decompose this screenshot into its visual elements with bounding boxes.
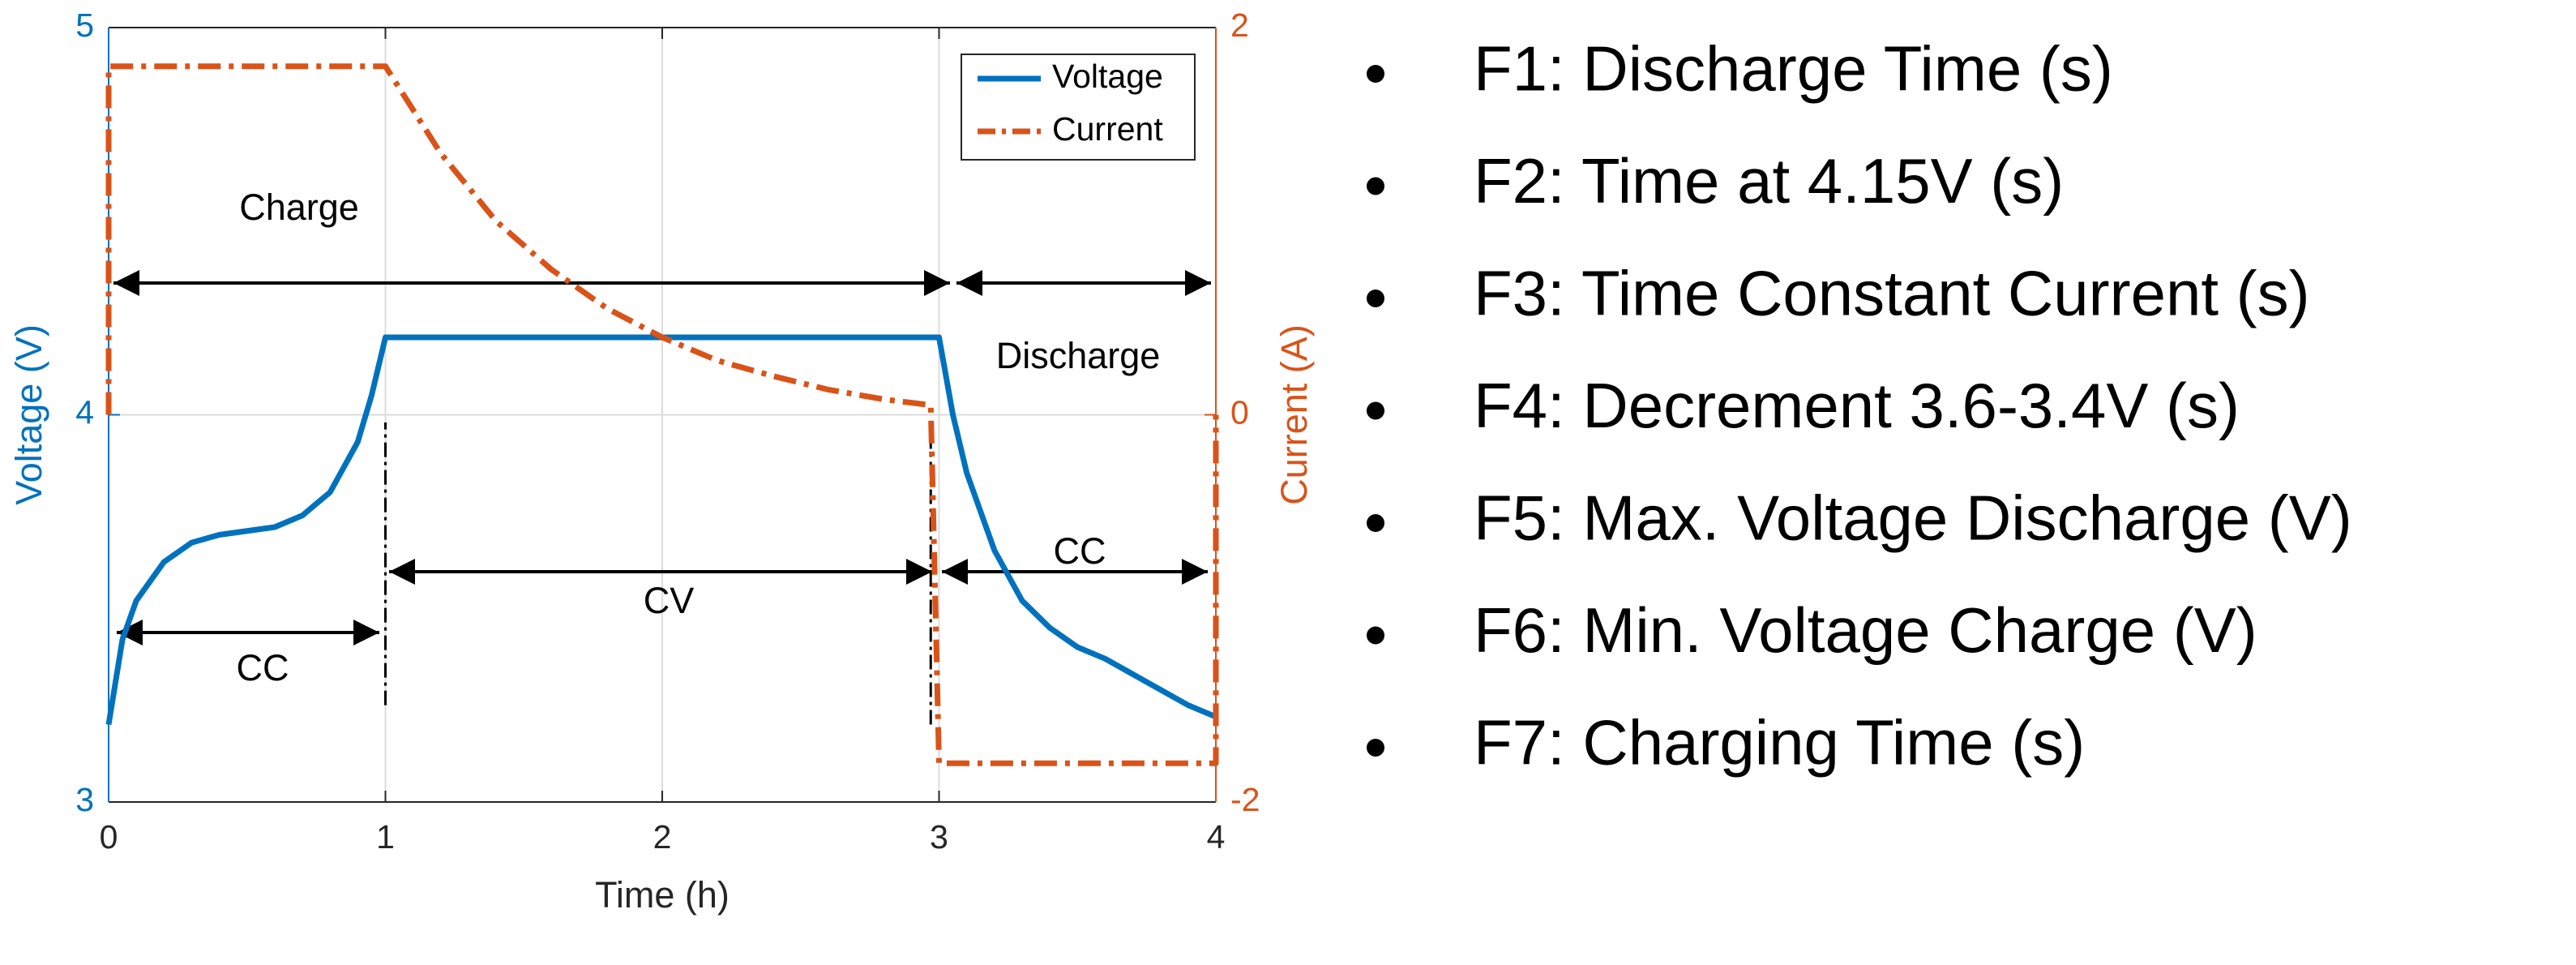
bullet-dot [1367,401,1384,420]
y2-tick-label: 2 [1230,6,1249,44]
x-tick-label: 2 [653,818,672,856]
bullet-dot [1367,626,1384,645]
bullet-dot [1367,65,1384,83]
annotation: CC [237,647,289,688]
bullet-text: F5: Max. Voltage Discharge (V) [1474,482,2352,554]
bullet-dot [1367,290,1384,307]
bullet-text: F7: Charging Time (s) [1474,707,2085,778]
bullet-text: F4: Decrement 3.6-3.4V (s) [1474,370,2240,441]
x-tick-label: 4 [1207,818,1226,856]
legend-label: Voltage [1052,58,1163,95]
y2-tick-label: -2 [1230,781,1260,818]
y2-tick-label: 0 [1230,393,1249,431]
annotation: Charge [239,187,359,228]
bullet-dot [1367,177,1384,195]
bullet-dot [1367,514,1384,532]
legend-box [961,54,1196,161]
bullet-text: F3: Time Constant Current (s) [1474,258,2310,329]
bullet-text: F2: Time at 4.15V (s) [1474,145,2064,217]
y-tick-label: 3 [75,781,94,818]
x-tick-label: 1 [376,818,395,856]
x-axis-label: Time (h) [595,874,730,916]
annotation: CC [1054,530,1106,572]
y2-axis-label: Current (A) [1273,324,1315,505]
bullet-dot [1367,739,1384,757]
y-tick-label: 5 [75,6,94,44]
legend-label: Current [1052,110,1163,148]
y-axis-label: Voltage (V) [8,324,49,505]
series-line [105,63,1219,766]
x-tick-label: 3 [930,818,948,856]
annotation: CV [644,580,695,621]
bullet-text: F1: Discharge Time (s) [1474,33,2113,105]
y-tick-label: 4 [75,393,94,431]
x-tick-label: 0 [100,818,118,856]
series-line [105,334,1217,726]
annotation: Discharge [996,335,1161,376]
bullet-text: F6: Min. Voltage Charge (V) [1474,594,2257,666]
